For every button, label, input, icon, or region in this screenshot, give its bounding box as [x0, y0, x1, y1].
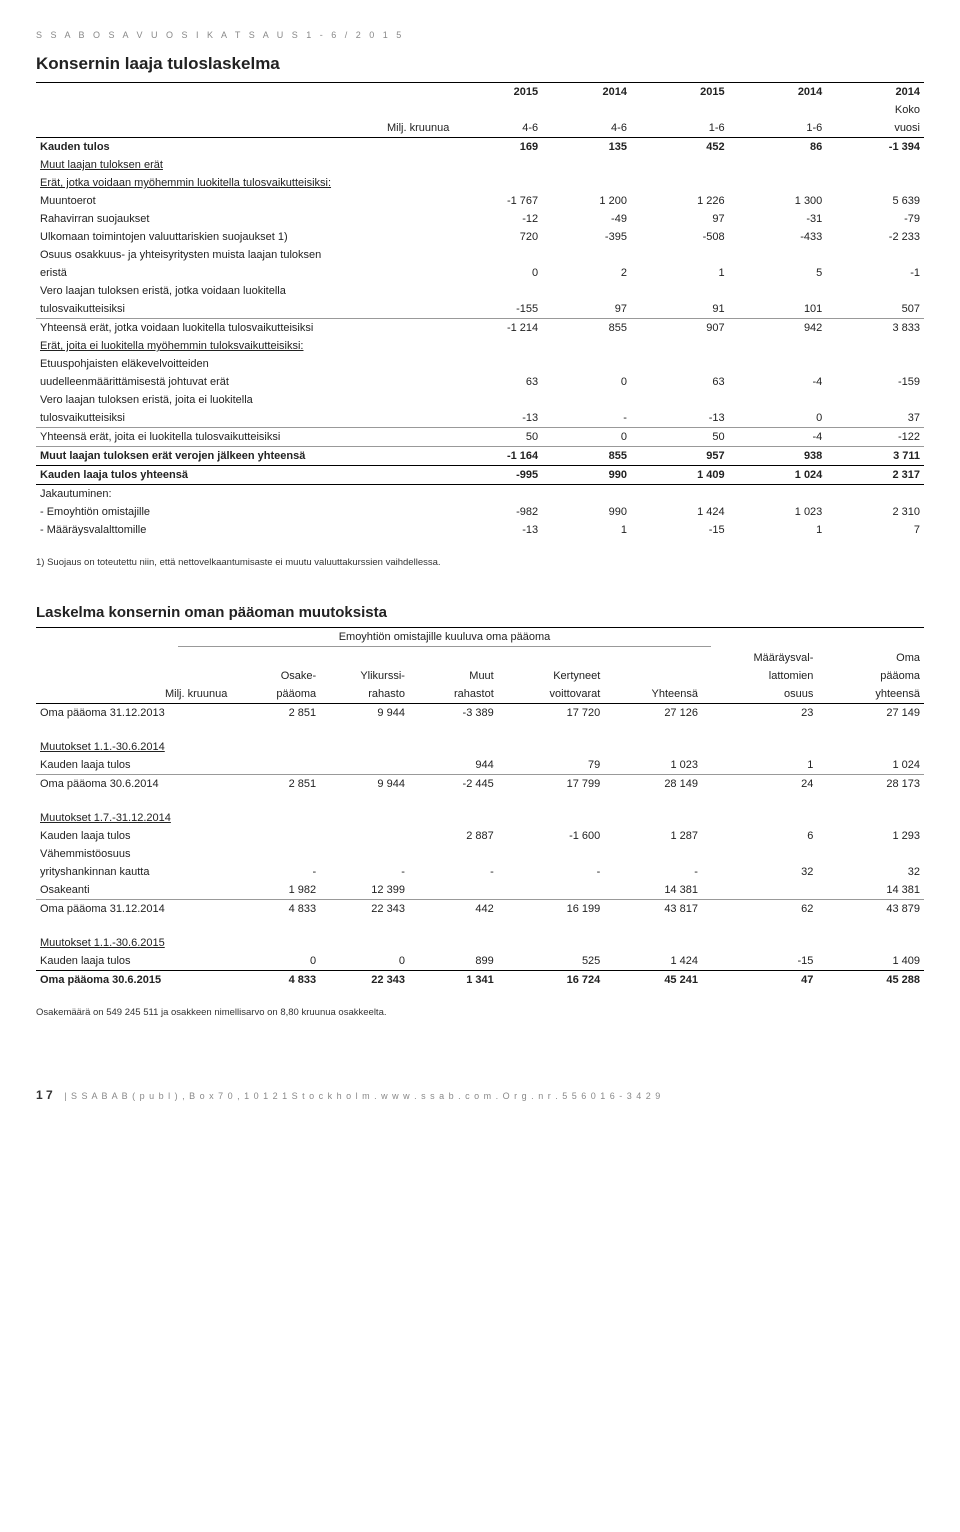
table-row: [36, 918, 924, 934]
table-row: Koko: [36, 101, 924, 119]
table2-title: Laskelma konsernin oman pääoman muutoksi…: [36, 604, 924, 621]
table-row: Yhteensä erät, joita ei luokitella tulos…: [36, 428, 924, 447]
table-row: [36, 722, 924, 738]
table2-footnote: Osakemäärä on 549 245 511 ja osakkeen ni…: [36, 1007, 924, 1018]
table-row: Jakautuminen:: [36, 485, 924, 504]
table-row: Muutokset 1.7.-31.12.2014: [36, 809, 924, 827]
table-row: Vähemmistöosuus: [36, 845, 924, 863]
table-row: Milj. kruunua 4-6 4-6 1-6 1-6 vuosi: [36, 119, 924, 138]
table1-footnote: 1) Suojaus on toteutettu niin, että nett…: [36, 557, 924, 568]
table-row: Osakeanti 1 98212 399 14 381 14 381: [36, 881, 924, 900]
table-row: [36, 793, 924, 809]
table-row: yrityshankinnan kautta -- -- -32 32: [36, 863, 924, 881]
table-row: Oma pääoma 30.6.2014 2 8519 944 -2 44517…: [36, 775, 924, 794]
page-number: 1 7: [36, 1088, 53, 1102]
table-row: uudelleenmäärittämisestä johtuvat erät 6…: [36, 373, 924, 391]
table-row: Muut laajan tuloksen erät verojen jälkee…: [36, 447, 924, 466]
table-row: Erät, joita ei luokitella myöhemmin tulo…: [36, 337, 924, 355]
table-row: tulosvaikutteisiksi -15597 91101 507: [36, 300, 924, 319]
table-row: tulosvaikutteisiksi -13- -130 37: [36, 409, 924, 428]
table-row: Vero laajan tuloksen eristä, jotka voida…: [36, 282, 924, 300]
table-row: - Määräysvalalttomille -131 -151 7: [36, 521, 924, 539]
table-row: Kauden laaja tulos 00 899525 1 424-15 1 …: [36, 952, 924, 971]
table-row: 2015 2014 2015 2014 2014: [36, 83, 924, 102]
table-row: Yhteensä erät, jotka voidaan luokitella …: [36, 319, 924, 338]
doc-header: S S A B O S A V U O S I K A T S A U S 1 …: [36, 30, 924, 40]
table-row: Kauden laaja tulos 94479 1 0231 1 024: [36, 756, 924, 775]
table-row: Kauden tulos 169135 45286 -1 394: [36, 138, 924, 157]
equity-table: Määräysval- Oma Osake- Ylikurssi- Muut K…: [36, 649, 924, 989]
table-row: Osake- Ylikurssi- Muut Kertyneet lattomi…: [36, 667, 924, 685]
table-row: Muuntoerot -1 7671 200 1 2261 300 5 639: [36, 192, 924, 210]
table-row: Määräysval- Oma: [36, 649, 924, 667]
table-row: Muut laajan tuloksen erät: [36, 156, 924, 174]
table-row: Erät, jotka voidaan myöhemmin luokitella…: [36, 174, 924, 192]
equity-header-band: Emoyhtiön omistajille kuuluva oma pääoma: [36, 627, 924, 647]
table-row: Vero laajan tuloksen eristä, joita ei lu…: [36, 391, 924, 409]
footer-text: | S S A B A B ( p u b l ) , B o x 7 0 , …: [64, 1091, 661, 1101]
table-row: Kauden laaja tulos 2 887-1 600 1 2876 1 …: [36, 827, 924, 845]
income-table: 2015 2014 2015 2014 2014 Koko Milj. kruu…: [36, 82, 924, 539]
table-row: eristä 02 15 -1: [36, 264, 924, 282]
table-row: Muutokset 1.1.-30.6.2014: [36, 738, 924, 756]
table-row: Ulkomaan toimintojen valuuttariskien suo…: [36, 228, 924, 246]
table-row: Oma pääoma 30.6.2015 4 83322 343 1 34116…: [36, 971, 924, 990]
table-row: Kauden laaja tulos yhteensä -995990 1 40…: [36, 466, 924, 485]
table-row: Muutokset 1.1.-30.6.2015: [36, 934, 924, 952]
table-row: Rahavirran suojaukset -12-49 97-31 -79: [36, 210, 924, 228]
table-row: Oma pääoma 31.12.2014 4 83322 343 44216 …: [36, 900, 924, 919]
table1-title: Konsernin laaja tuloslaskelma: [36, 54, 924, 74]
table-row: Oma pääoma 31.12.2013 2 8519 944 -3 3891…: [36, 704, 924, 723]
table-row: Milj. kruunua pääoma rahasto rahastot vo…: [36, 685, 924, 704]
page-footer: 1 7 | S S A B A B ( p u b l ) , B o x 7 …: [36, 1088, 924, 1102]
table-row: - Emoyhtiön omistajille -982990 1 4241 0…: [36, 503, 924, 521]
table-row: Etuuspohjaisten eläkevelvoitteiden: [36, 355, 924, 373]
table-row: Osuus osakkuus- ja yhteisyritysten muist…: [36, 246, 924, 264]
